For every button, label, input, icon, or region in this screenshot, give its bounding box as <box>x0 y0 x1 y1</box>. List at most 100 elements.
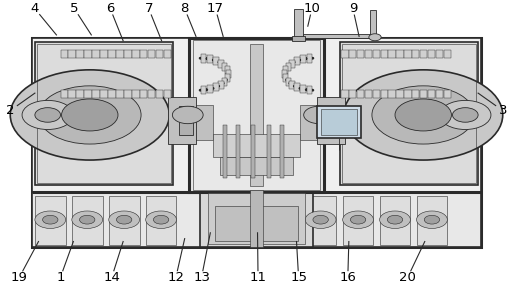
Bar <box>349 90 357 98</box>
Bar <box>292 36 305 41</box>
Text: 7: 7 <box>145 2 153 15</box>
Bar <box>436 50 443 58</box>
Text: 4: 4 <box>31 2 39 15</box>
Bar <box>342 44 476 183</box>
Circle shape <box>424 215 440 224</box>
Bar <box>84 50 92 58</box>
Circle shape <box>350 215 366 224</box>
Bar <box>223 125 227 178</box>
Bar <box>213 83 219 91</box>
Text: 13: 13 <box>193 271 210 283</box>
Bar <box>321 109 357 135</box>
Circle shape <box>372 86 475 144</box>
Bar <box>282 70 287 78</box>
Circle shape <box>10 70 169 160</box>
Bar <box>225 74 230 82</box>
Bar <box>92 90 100 98</box>
Circle shape <box>43 215 58 224</box>
Bar <box>156 50 164 58</box>
Bar <box>189 111 193 118</box>
Circle shape <box>387 215 403 224</box>
Bar <box>349 50 357 58</box>
Bar <box>236 125 240 178</box>
Circle shape <box>35 211 66 228</box>
Bar <box>343 196 373 245</box>
Bar <box>100 90 108 98</box>
Bar <box>294 9 303 38</box>
Bar <box>267 125 271 178</box>
Bar <box>307 54 312 63</box>
Bar <box>380 196 410 245</box>
Bar <box>32 38 481 247</box>
Bar <box>357 50 364 58</box>
Bar <box>124 50 131 58</box>
Bar <box>35 196 66 245</box>
Bar <box>193 40 320 190</box>
Bar <box>341 50 348 58</box>
Text: 10: 10 <box>304 2 320 15</box>
Bar <box>220 157 293 175</box>
Bar <box>340 42 478 185</box>
Bar <box>300 105 320 140</box>
Bar <box>140 50 148 58</box>
Bar <box>436 90 443 98</box>
Bar <box>132 50 140 58</box>
Bar <box>286 63 291 71</box>
Bar <box>69 50 76 58</box>
Bar <box>301 55 306 63</box>
Text: 2: 2 <box>6 104 14 117</box>
Bar <box>404 90 411 98</box>
Text: 20: 20 <box>400 271 416 283</box>
Text: 12: 12 <box>167 271 185 283</box>
Bar <box>201 86 206 94</box>
Bar <box>444 90 451 98</box>
Circle shape <box>116 215 132 224</box>
Text: 6: 6 <box>106 2 114 15</box>
Circle shape <box>305 211 336 228</box>
Bar <box>219 81 224 89</box>
Circle shape <box>72 211 103 228</box>
Bar <box>61 90 68 98</box>
Bar <box>156 90 164 98</box>
Text: 17: 17 <box>207 2 224 15</box>
Bar <box>319 106 333 135</box>
Bar <box>213 57 219 65</box>
Bar <box>76 90 84 98</box>
Bar <box>168 97 196 144</box>
Bar <box>32 38 481 192</box>
Text: 15: 15 <box>290 271 307 283</box>
Bar <box>381 50 388 58</box>
Bar <box>370 10 376 38</box>
Circle shape <box>153 215 169 224</box>
Text: 8: 8 <box>181 2 189 15</box>
Circle shape <box>22 100 73 129</box>
Bar <box>69 90 76 98</box>
Circle shape <box>172 106 203 124</box>
Bar <box>420 90 427 98</box>
Bar <box>388 90 396 98</box>
Circle shape <box>380 211 410 228</box>
Bar <box>124 90 131 98</box>
Text: 9: 9 <box>349 2 357 15</box>
Bar <box>189 38 324 192</box>
Bar <box>164 90 171 98</box>
Bar <box>226 70 231 78</box>
Bar <box>444 50 451 58</box>
Bar <box>412 90 420 98</box>
Text: 1: 1 <box>56 271 65 283</box>
Bar <box>116 50 124 58</box>
Bar <box>213 134 300 157</box>
Bar <box>301 85 306 93</box>
Bar <box>294 57 300 65</box>
Bar <box>208 193 305 244</box>
Bar <box>215 206 298 241</box>
Bar <box>37 44 171 183</box>
Bar <box>222 77 227 86</box>
Bar <box>294 83 300 91</box>
Bar <box>307 86 312 94</box>
Bar <box>219 60 224 68</box>
Bar <box>317 106 361 138</box>
Bar <box>251 125 255 178</box>
Bar <box>225 66 230 74</box>
Text: 5: 5 <box>70 2 78 15</box>
